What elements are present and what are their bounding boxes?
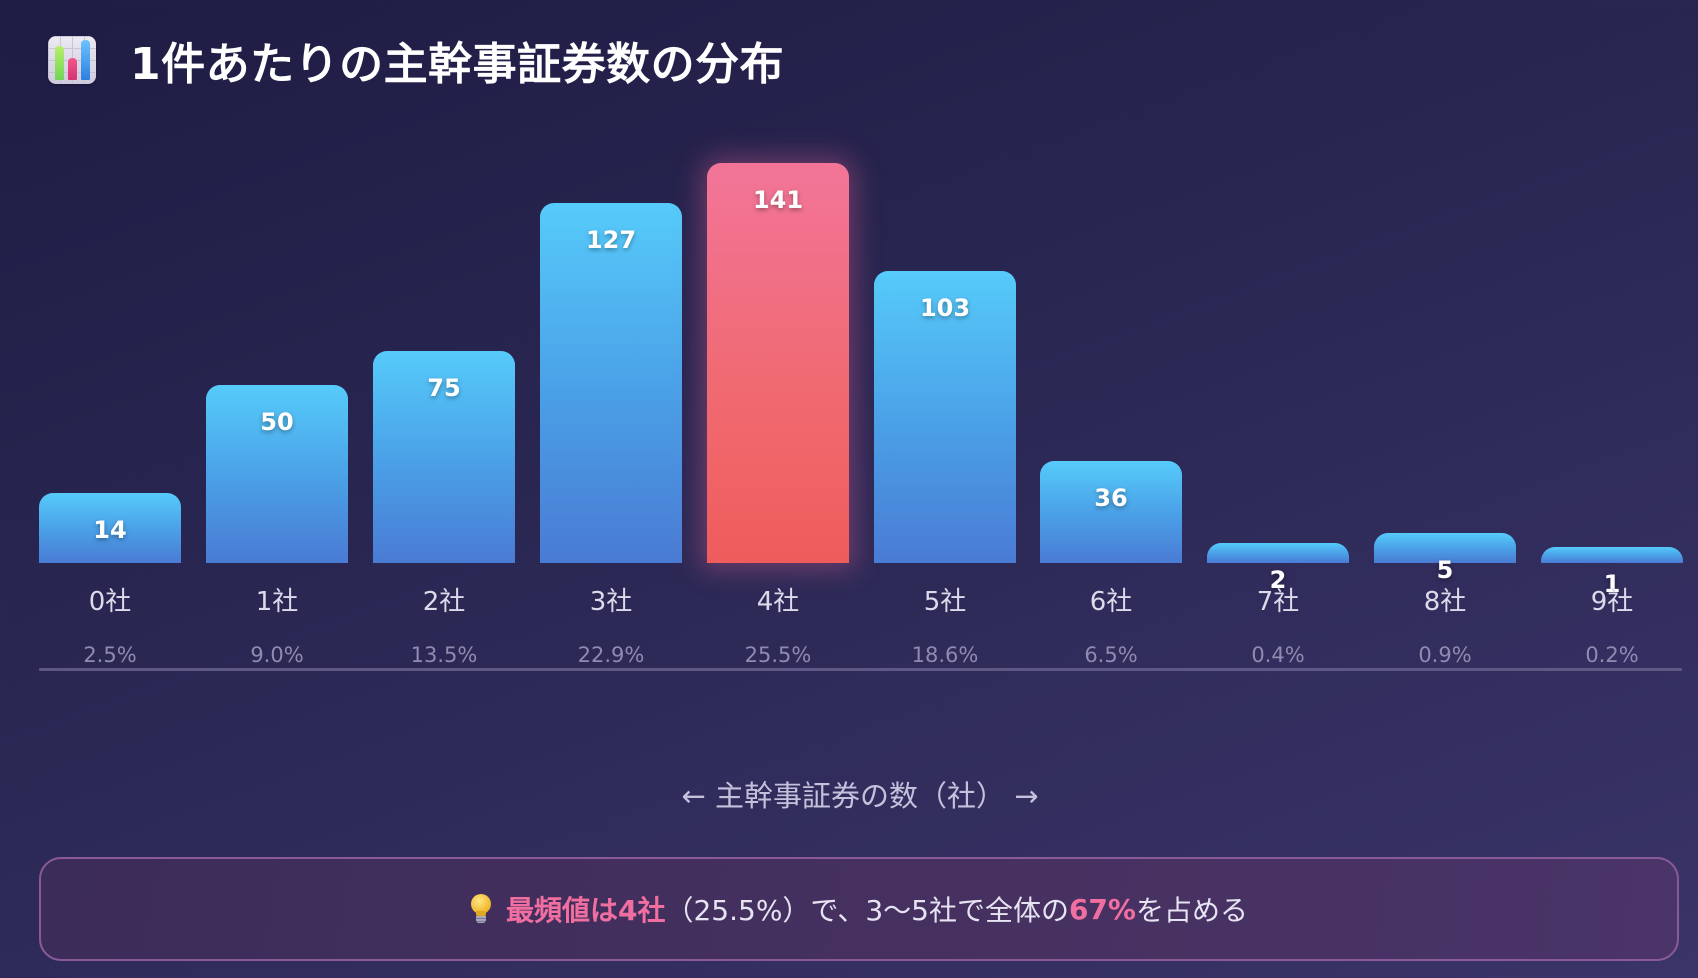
bar-group: 75 [373, 0, 515, 563]
bar[interactable] [1040, 461, 1182, 563]
percentage-label: 0.4% [1251, 643, 1305, 667]
insight-callout: 最頻値は4社 （25.5%）で、3〜5社で全体の 67% を占める [39, 857, 1679, 961]
chart-title: 1件あたりの主幹事証券数の分布 [130, 39, 785, 90]
bar[interactable] [540, 203, 682, 563]
chart-header: 1件あたりの主幹事証券数の分布 [48, 34, 784, 90]
percentage-label: 22.9% [577, 643, 645, 667]
percentage-label: 0.2% [1585, 643, 1639, 667]
category-label: 9社 [1590, 587, 1634, 617]
bar-group: 2 [1207, 0, 1349, 594]
callout-text-2: を占める [1135, 894, 1248, 927]
callout-highlight-share: 67% [1068, 892, 1136, 926]
x-axis-label: ← 主幹事証券の数（社） → [681, 779, 1039, 813]
percentage-label: 18.6% [911, 643, 979, 667]
callout-highlight-mode: 最頻値は4社 [506, 894, 666, 927]
bar-value-label: 36 [1094, 484, 1128, 512]
x-axis-baseline [39, 668, 1682, 671]
bar-value-label: 5 [1436, 556, 1454, 584]
percentage-label: 13.5% [410, 643, 478, 667]
category-label: 2社 [422, 587, 466, 617]
bar-highlighted[interactable] [707, 163, 849, 563]
bar-value-label: 14 [93, 516, 127, 544]
bar-value-label: 50 [260, 408, 294, 436]
callout-text-1: （25.5%）で、3〜5社で全体の [665, 894, 1069, 927]
bar-value-label: 103 [919, 294, 971, 322]
lightbulb-icon [470, 894, 492, 924]
bar[interactable] [373, 351, 515, 563]
category-label: 8社 [1423, 587, 1467, 617]
bar-group: 5 [1374, 0, 1516, 584]
bar-value-label: 1 [1603, 570, 1621, 598]
category-label: 4社 [756, 587, 800, 617]
percentage-label: 9.0% [250, 643, 304, 667]
bar-group: 127 [540, 0, 682, 563]
bar-value-label: 127 [585, 226, 637, 254]
bar-group: 103 [874, 0, 1016, 563]
bar-value-label: 75 [427, 374, 461, 402]
bar[interactable] [1207, 543, 1349, 563]
bar[interactable] [1374, 533, 1516, 563]
category-label: 1社 [255, 587, 299, 617]
category-label: 0社 [88, 587, 132, 617]
category-label: 3社 [589, 587, 633, 617]
percentage-label: 0.9% [1418, 643, 1472, 667]
bar-group: 50 [206, 0, 348, 563]
bar[interactable] [39, 493, 181, 563]
bar-chart-plot: 14 0社 2.5% 50 1社 9.0% 75 2社 13.5% 127 3社 22.9% 141 4社… [39, 0, 1683, 667]
bar-value-label: 141 [752, 186, 804, 214]
bar[interactable] [206, 385, 348, 563]
percentage-label: 6.5% [1084, 643, 1138, 667]
bar-group: 141 [707, 0, 849, 563]
bar-chart-icon [48, 36, 96, 84]
category-label: 6社 [1089, 587, 1133, 617]
bar-value-label: 2 [1269, 566, 1287, 594]
bar-group: 1 [1541, 0, 1683, 598]
category-label: 5社 [923, 587, 967, 617]
bar-group: 36 [1040, 0, 1182, 563]
bar-group: 14 [39, 0, 181, 563]
bar[interactable] [1541, 547, 1683, 563]
bar[interactable] [874, 271, 1016, 563]
category-label: 7社 [1256, 587, 1300, 617]
percentage-label: 25.5% [744, 643, 812, 667]
percentage-label: 2.5% [83, 643, 137, 667]
